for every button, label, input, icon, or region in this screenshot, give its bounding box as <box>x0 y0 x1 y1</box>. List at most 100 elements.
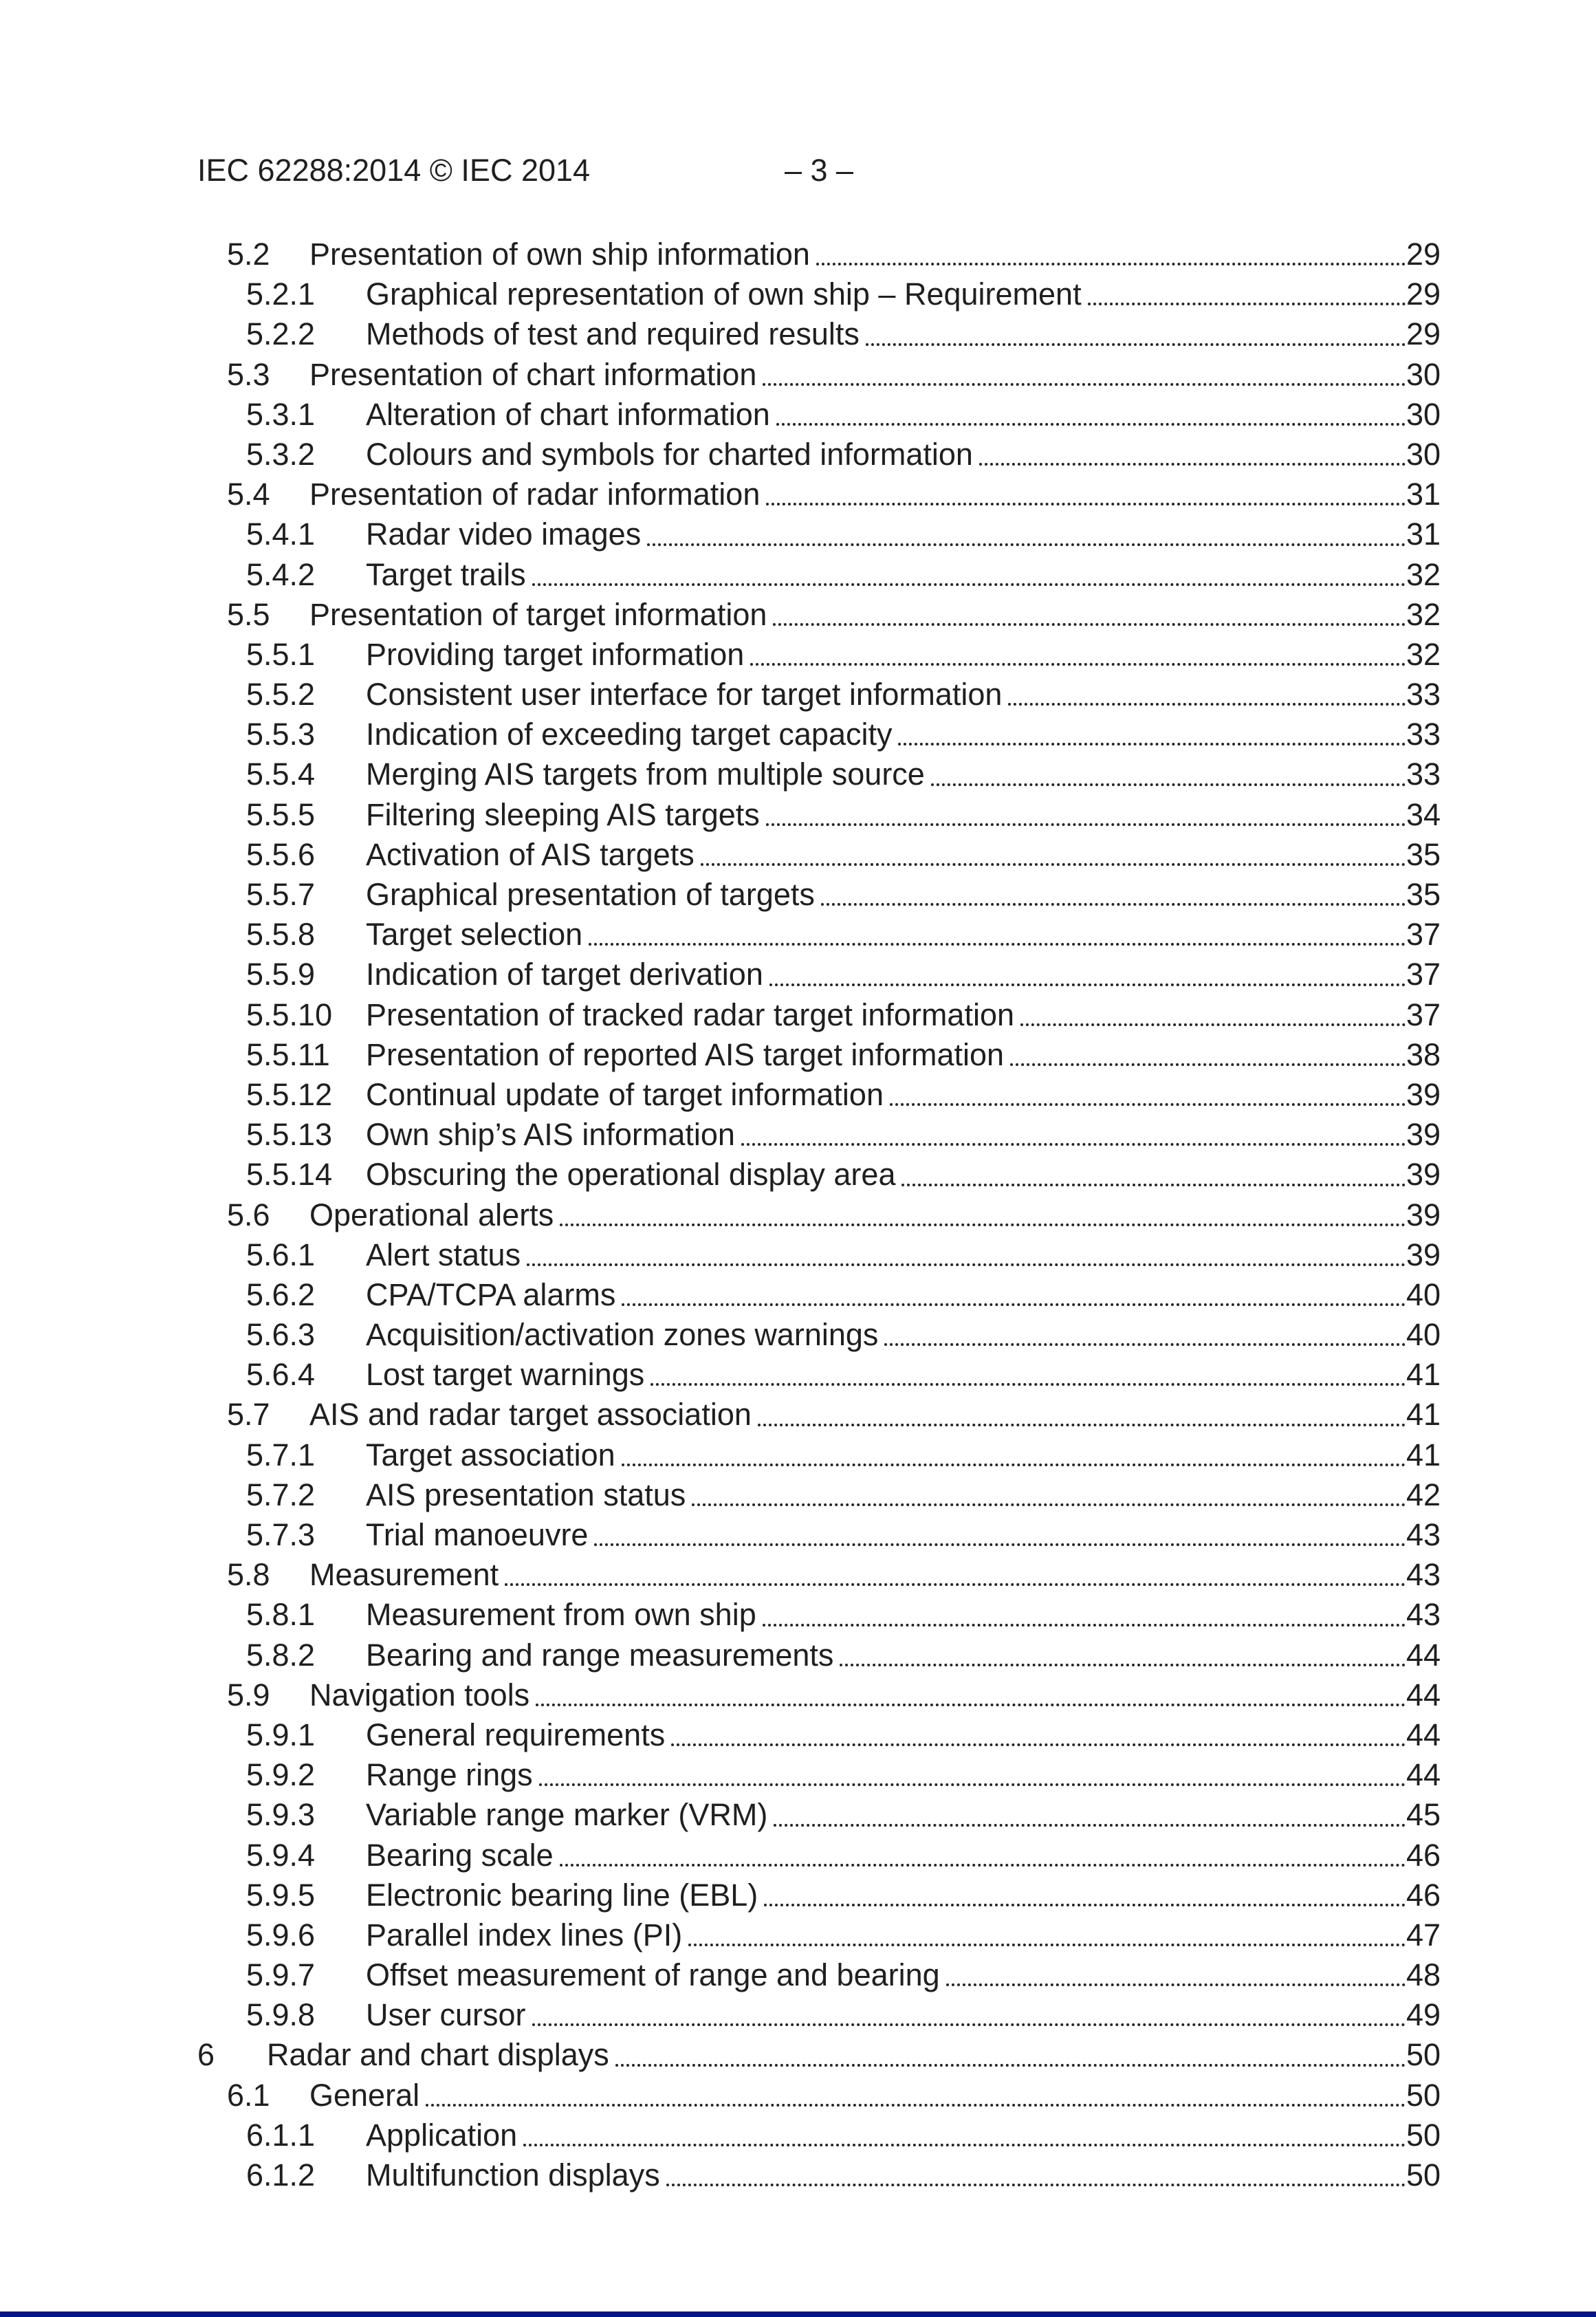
toc-leader <box>538 1783 1406 1787</box>
toc-entry-page: 43 <box>1406 1517 1441 1552</box>
toc-row: 5.5.7 Graphical presentation of targets … <box>197 875 1441 915</box>
toc-leader <box>741 1143 1406 1146</box>
toc-entry-page: 33 <box>1406 757 1441 792</box>
toc-leader <box>979 463 1406 466</box>
toc-entry-number: 5.8.2 <box>246 1637 316 1673</box>
toc-entry-page: 33 <box>1406 677 1441 712</box>
toc-entry-number: 5.6.4 <box>246 1357 316 1393</box>
toc-row: 5.5.4 Merging AIS targets from multiple … <box>197 754 1441 794</box>
toc-entry-title: Radar and chart displays <box>267 2037 609 2073</box>
toc-leader <box>651 1383 1406 1386</box>
toc-entry-number: 6.1.1 <box>246 2117 316 2153</box>
toc-leader <box>621 1463 1406 1466</box>
toc-leader <box>647 543 1406 546</box>
toc-row: 5.5 Presentation of target information 3… <box>197 595 1441 635</box>
page-number-indicator: – 3 – <box>784 153 854 188</box>
toc-leader <box>536 1703 1406 1706</box>
toc-entry-page: 37 <box>1406 997 1441 1032</box>
toc-leader <box>901 1183 1406 1186</box>
toc-leader <box>840 1663 1406 1666</box>
document-id: IEC 62288:2014 © IEC 2014 <box>197 153 591 188</box>
toc-entry-number: 5.5.14 <box>246 1157 333 1193</box>
toc-entry-title: Navigation tools <box>309 1677 530 1712</box>
toc-entry-title: Alert status <box>366 1237 521 1272</box>
toc-entry-number: 5.8.1 <box>246 1597 316 1633</box>
toc-row: 5.4.2 Target trails 32 <box>197 555 1441 595</box>
toc-entry-page: 37 <box>1406 957 1441 992</box>
toc-entry-number: 5.7.1 <box>246 1437 316 1472</box>
toc-leader <box>865 342 1406 346</box>
toc-entry-number: 5.9 <box>227 1677 270 1712</box>
toc-entry-title: General <box>309 2077 420 2113</box>
toc-row: 6 Radar and chart displays 50 <box>197 2035 1441 2075</box>
toc-row: 5.6.4 Lost target warnings 41 <box>197 1355 1441 1395</box>
toc-entry-page: 44 <box>1406 1717 1441 1752</box>
toc-entry-page: 44 <box>1406 1757 1441 1793</box>
toc-row: 5.4.1 Radar video images 31 <box>197 514 1441 554</box>
toc-leader <box>766 503 1406 506</box>
toc-entry-title: Own ship’s AIS information <box>366 1117 735 1153</box>
toc-entry-page: 32 <box>1406 596 1441 632</box>
toc-leader <box>762 1623 1406 1627</box>
toc-entry-number: 5.7.2 <box>246 1477 316 1512</box>
toc-leader <box>523 2144 1406 2146</box>
toc-leader <box>773 622 1406 626</box>
toc-row: 6.1 General 50 <box>197 2076 1441 2115</box>
toc-entry-page: 41 <box>1406 1437 1441 1472</box>
toc-row: 5.6.1 Alert status 39 <box>197 1235 1441 1275</box>
toc-entry-number: 5.5 <box>227 596 270 632</box>
toc-entry-page: 38 <box>1406 1036 1441 1072</box>
toc-entry-number: 5.5.7 <box>246 877 316 912</box>
toc-leader <box>1010 1063 1406 1066</box>
toc-entry-title: Range rings <box>366 1757 533 1793</box>
toc-leader <box>898 743 1406 746</box>
toc-entry-page: 42 <box>1406 1477 1441 1512</box>
toc-entry-number: 5.5.3 <box>246 717 316 752</box>
toc-row: 5.9.8 User cursor 49 <box>197 1995 1441 2035</box>
toc-entry-title: Methods of test and required results <box>366 316 860 352</box>
toc-entry-title: Obscuring the operational display area <box>366 1157 896 1193</box>
toc-entry-page: 41 <box>1406 1397 1441 1433</box>
toc-entry-number: 5.5.12 <box>246 1076 333 1112</box>
toc-entry-title: Bearing and range measurements <box>366 1637 834 1673</box>
toc-leader <box>426 2103 1406 2107</box>
toc-leader <box>757 1423 1406 1426</box>
toc-entry-page: 40 <box>1406 1276 1441 1312</box>
toc-entry-page: 37 <box>1406 917 1441 953</box>
toc-entry-title: Radar video images <box>366 516 642 552</box>
toc-leader <box>884 1343 1406 1347</box>
toc-entry-number: 5.7.3 <box>246 1517 316 1552</box>
toc-leader <box>594 1543 1406 1547</box>
toc-row: 5.5.2 Consistent user interface for targ… <box>197 675 1441 715</box>
toc-entry-title: Presentation of radar information <box>309 477 761 512</box>
toc-row: 5.5.8 Target selection 37 <box>197 915 1441 955</box>
toc-row: 5.5.3 Indication of exceeding target cap… <box>197 715 1441 754</box>
toc-entry-page: 30 <box>1406 436 1441 472</box>
toc-entry-number: 6.1.2 <box>246 2157 316 2193</box>
toc-row: 5.3.2 Colours and symbols for charted in… <box>197 435 1441 475</box>
toc-entry-number: 5.6.2 <box>246 1276 316 1312</box>
toc-entry-title: Indication of exceeding target capacity <box>366 717 893 752</box>
toc-leader <box>615 2063 1406 2067</box>
toc-row: 5.5.9 Indication of target derivation 37 <box>197 955 1441 994</box>
toc-leader <box>700 863 1406 866</box>
toc-entry-page: 50 <box>1406 2117 1441 2153</box>
toc-entry-number: 5.9.6 <box>246 1917 316 1952</box>
toc-row: 6.1.2 Multifunction displays 50 <box>197 2155 1441 2195</box>
toc-row: 5.5.10 Presentation of tracked radar tar… <box>197 995 1441 1035</box>
toc-row: 5.6.3 Acquisition/activation zones warni… <box>197 1315 1441 1355</box>
toc-leader <box>532 583 1406 586</box>
toc-leader <box>1087 303 1406 306</box>
toc-entry-number: 5.9.7 <box>246 1957 316 1993</box>
toc-entry-number: 5.3.1 <box>246 396 316 432</box>
toc-entry-page: 35 <box>1406 877 1441 912</box>
toc-entry-title: Colours and symbols for charted informat… <box>366 436 973 472</box>
toc-entry-title: Offset measurement of range and bearing <box>366 1957 940 1993</box>
toc-entry-page: 33 <box>1406 717 1441 752</box>
page-header: IEC 62288:2014 © IEC 2014 – 3 – <box>197 153 1441 194</box>
toc-entry-title: Operational alerts <box>309 1197 554 1232</box>
toc-leader <box>889 1103 1406 1107</box>
toc-row: 5.5.14 Obscuring the operational display… <box>197 1155 1441 1195</box>
toc-row: 5.7.3 Trial manoeuvre 43 <box>197 1515 1441 1555</box>
